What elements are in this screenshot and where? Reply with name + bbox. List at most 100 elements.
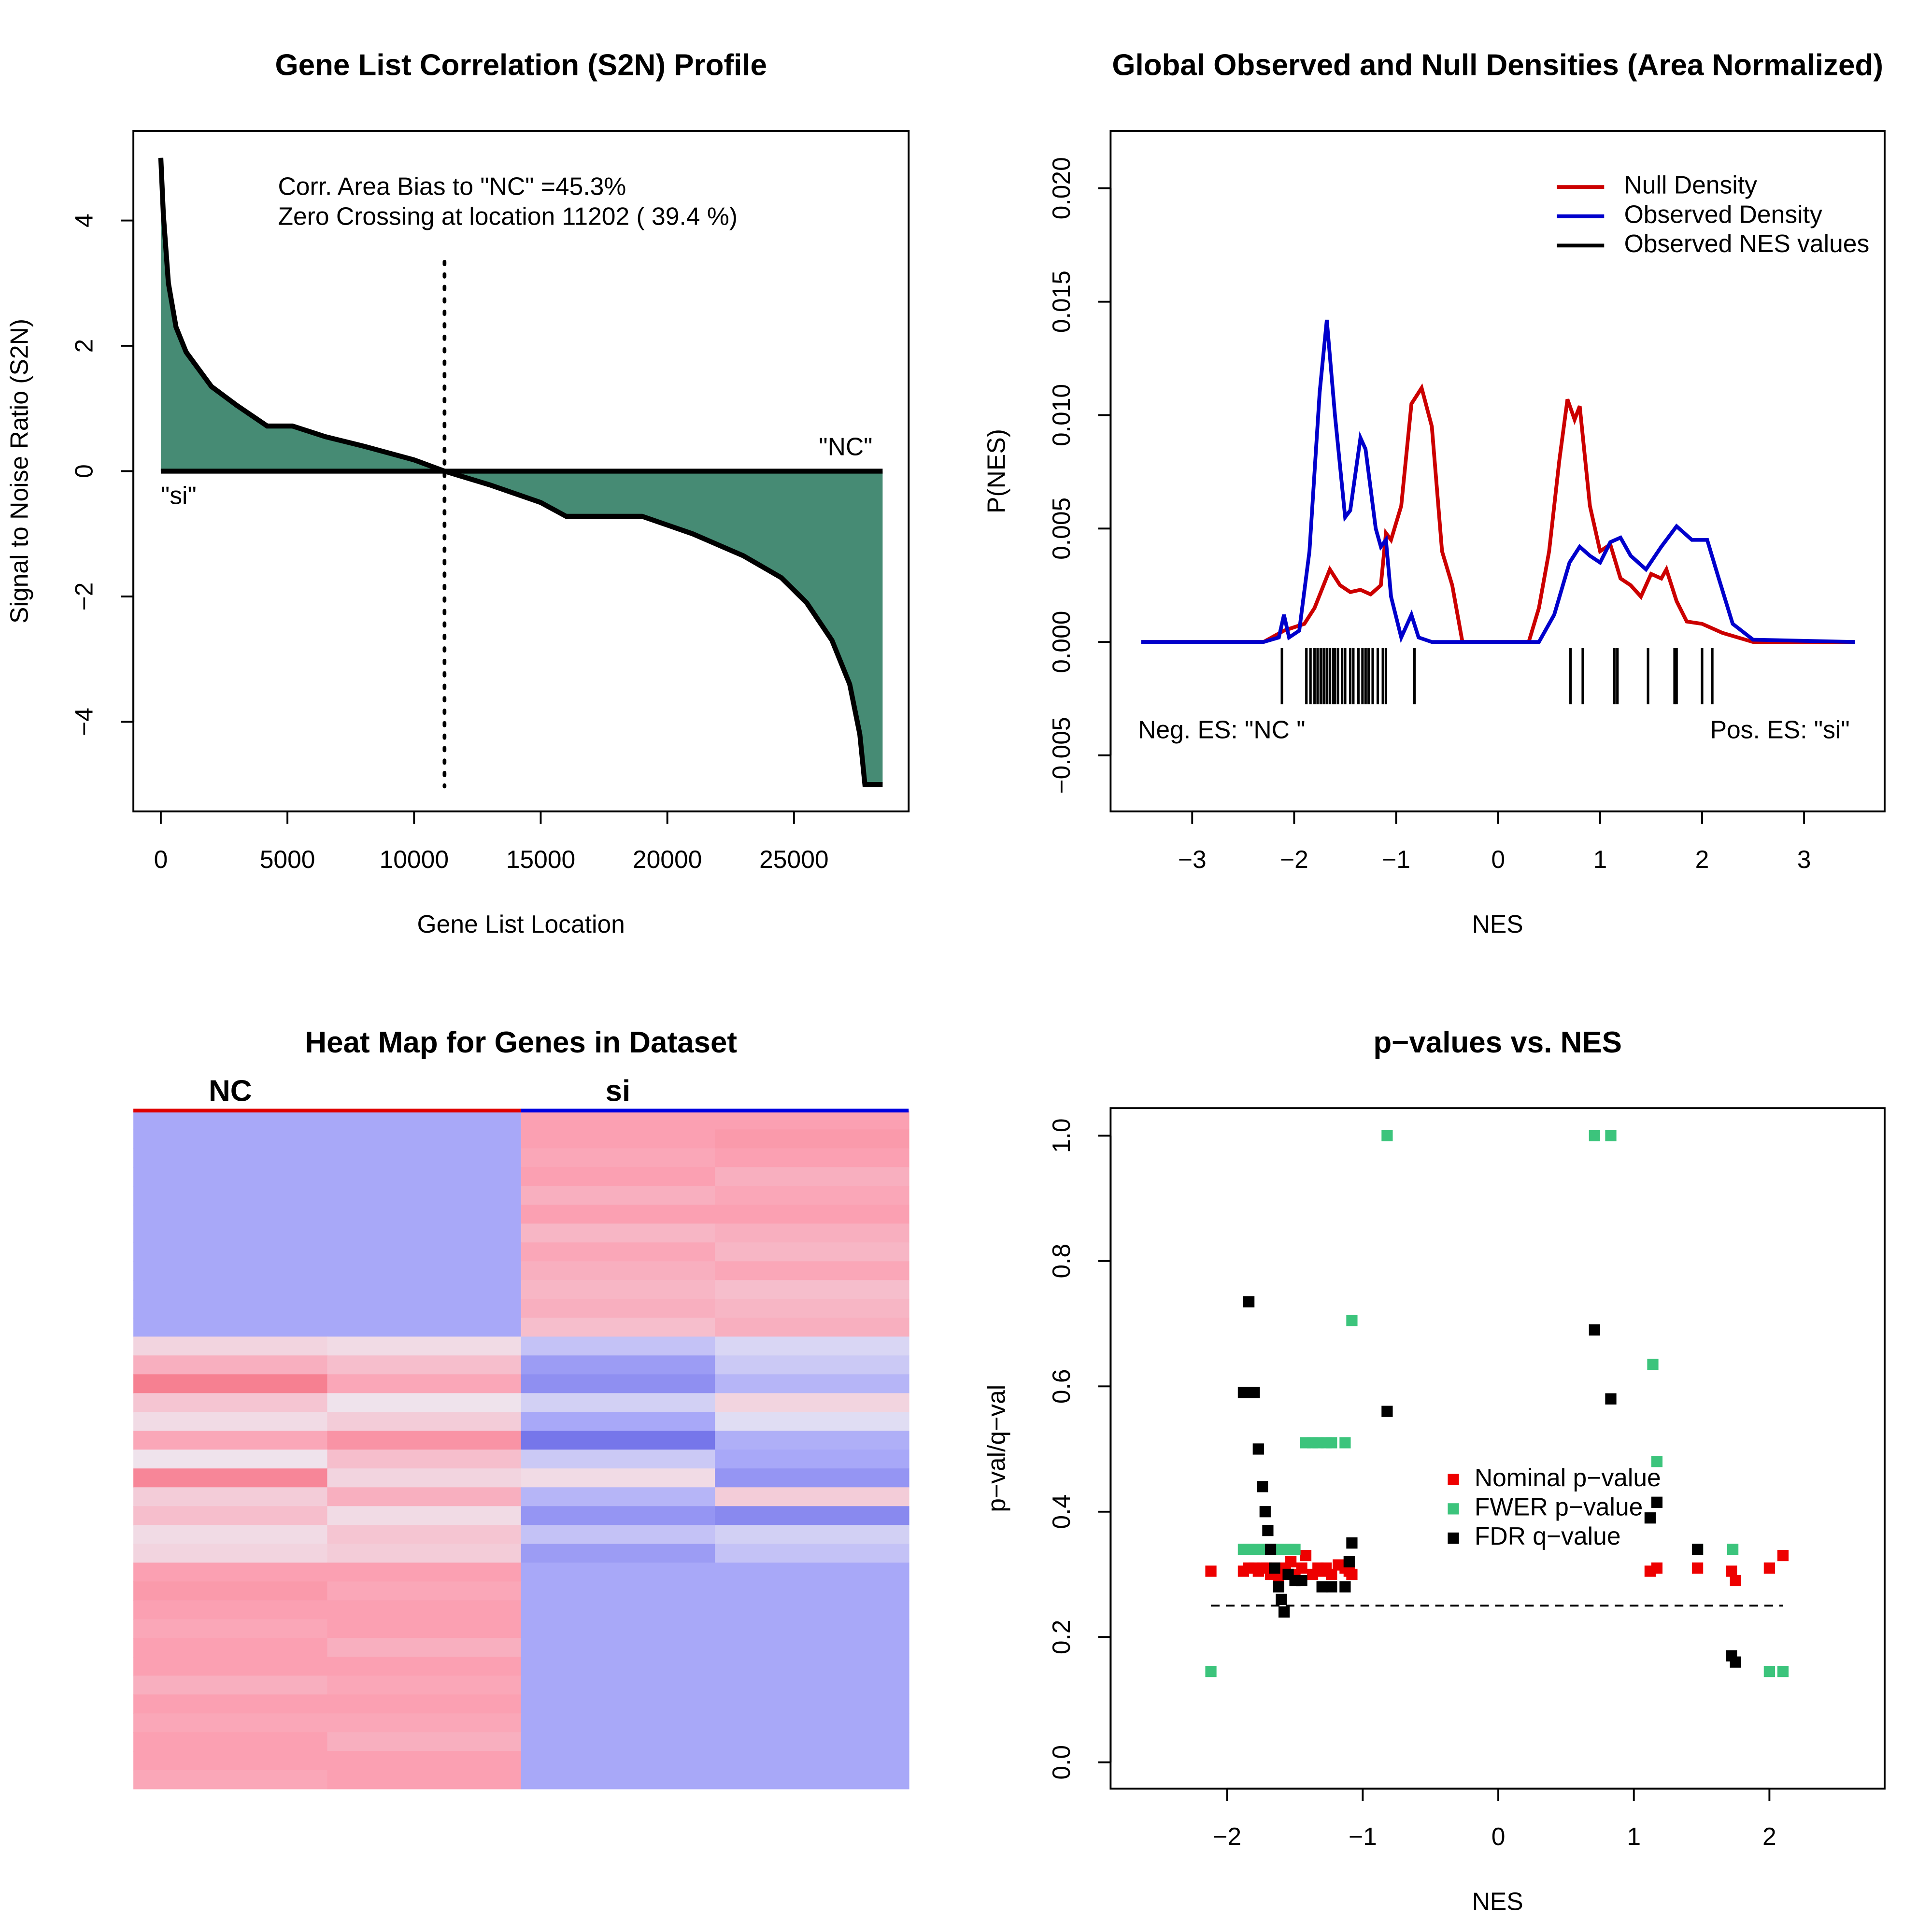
heat-cell — [133, 1280, 328, 1300]
heat-cell — [133, 1506, 328, 1526]
point — [1316, 1581, 1328, 1593]
heat-cell — [521, 1487, 716, 1507]
point — [1262, 1525, 1274, 1536]
heat-cell — [133, 1374, 328, 1394]
point — [1589, 1324, 1600, 1336]
point — [1339, 1581, 1351, 1593]
heat-cell — [133, 1544, 328, 1563]
heat-cell — [327, 1581, 522, 1601]
heat-cell — [133, 1412, 328, 1432]
heat-cell — [521, 1129, 716, 1149]
heat-cell — [521, 1186, 716, 1206]
point — [1243, 1296, 1255, 1307]
point — [1205, 1665, 1217, 1677]
y-axis-label: Signal to Noise Ratio (S2N) — [5, 319, 33, 624]
y-tick-label: 4 — [70, 213, 98, 227]
heat-cell — [521, 1431, 716, 1450]
heat-cell — [133, 1713, 328, 1733]
heat-cell — [521, 1506, 716, 1526]
heat-cell — [521, 1242, 716, 1262]
heat-cell — [715, 1544, 909, 1563]
y-tick-label: −0.005 — [1047, 717, 1075, 794]
heat-cell — [521, 1600, 716, 1620]
y-tick-label: −4 — [70, 708, 98, 736]
x-tick-label: 15000 — [506, 845, 576, 873]
legend-swatch — [1448, 1532, 1459, 1544]
heat-cell — [133, 1223, 328, 1243]
x-tick-label: −1 — [1349, 1822, 1377, 1850]
y-axis-label: P(NES) — [982, 429, 1010, 513]
y-tick-label: 0.4 — [1047, 1494, 1075, 1529]
x-axis-label: NES — [1472, 910, 1523, 938]
legend-label: FWER p−value — [1475, 1493, 1643, 1521]
group-label: NC — [209, 1075, 252, 1108]
heat-cell — [133, 1525, 328, 1545]
point — [1264, 1543, 1277, 1555]
point — [1727, 1543, 1739, 1555]
heat-cell — [133, 1242, 328, 1262]
annotation: "si" — [161, 481, 197, 509]
point — [1381, 1406, 1393, 1417]
chart-title: Heat Map for Genes in Dataset — [305, 1026, 737, 1059]
heat-cell — [327, 1468, 522, 1488]
y-axis-label: p−val/q−val — [982, 1385, 1010, 1512]
x-tick-label: 5000 — [260, 845, 315, 873]
y-tick-label: 0.010 — [1047, 384, 1075, 446]
heat-cell — [327, 1600, 522, 1620]
heat-cell — [521, 1638, 716, 1658]
heat-cell — [327, 1449, 522, 1469]
point — [1346, 1537, 1358, 1549]
heat-cell — [715, 1167, 909, 1187]
heat-cell — [521, 1525, 716, 1545]
point — [1289, 1543, 1301, 1555]
heat-cell — [133, 1186, 328, 1206]
heat-cell — [327, 1223, 522, 1243]
point — [1326, 1568, 1337, 1580]
heat-cell — [521, 1205, 716, 1224]
heat-cell — [715, 1563, 909, 1582]
heat-cell — [715, 1449, 909, 1469]
x-tick-label: 0 — [1492, 1822, 1506, 1850]
heat-cell — [715, 1205, 909, 1224]
heat-cell — [327, 1544, 522, 1563]
x-tick-label: 2 — [1762, 1822, 1776, 1850]
point — [1269, 1562, 1280, 1574]
heat-cell — [133, 1770, 328, 1790]
heat-cell — [133, 1657, 328, 1676]
heat-cell — [521, 1167, 716, 1187]
point — [1326, 1437, 1337, 1449]
heat-cell — [715, 1506, 909, 1526]
chart-title: p−values vs. NES — [1373, 1026, 1622, 1059]
point — [1605, 1393, 1617, 1405]
annotation: "NC" — [819, 433, 872, 461]
heat-cell — [521, 1280, 716, 1300]
legend-label: Observed NES values — [1624, 229, 1870, 257]
heat-cell — [327, 1336, 522, 1356]
legend-label: Null Density — [1624, 171, 1758, 199]
heat-cell — [327, 1412, 522, 1432]
heat-cell — [521, 1581, 716, 1601]
heat-cell — [327, 1110, 522, 1130]
heat-cell — [133, 1600, 328, 1620]
heat-cell — [133, 1449, 328, 1469]
heat-cell — [133, 1205, 328, 1224]
point — [1252, 1443, 1264, 1455]
point — [1644, 1512, 1656, 1524]
heat-cell — [715, 1336, 909, 1356]
x-tick-label: 0 — [154, 845, 168, 873]
x-axis-label: NES — [1472, 1887, 1523, 1915]
heat-cell — [715, 1261, 909, 1281]
group-label: si — [606, 1075, 631, 1108]
chart-title: Gene List Correlation (S2N) Profile — [275, 49, 767, 82]
heat-cell — [327, 1205, 522, 1224]
heat-cell — [715, 1657, 909, 1676]
heat-cell — [133, 1110, 328, 1130]
heat-cell — [715, 1223, 909, 1243]
point — [1205, 1565, 1217, 1577]
y-tick-label: 0.020 — [1047, 157, 1075, 219]
heat-cell — [133, 1638, 328, 1658]
heat-cell — [327, 1318, 522, 1337]
heat-cell — [327, 1280, 522, 1300]
y-tick-label: 0.015 — [1047, 270, 1075, 333]
